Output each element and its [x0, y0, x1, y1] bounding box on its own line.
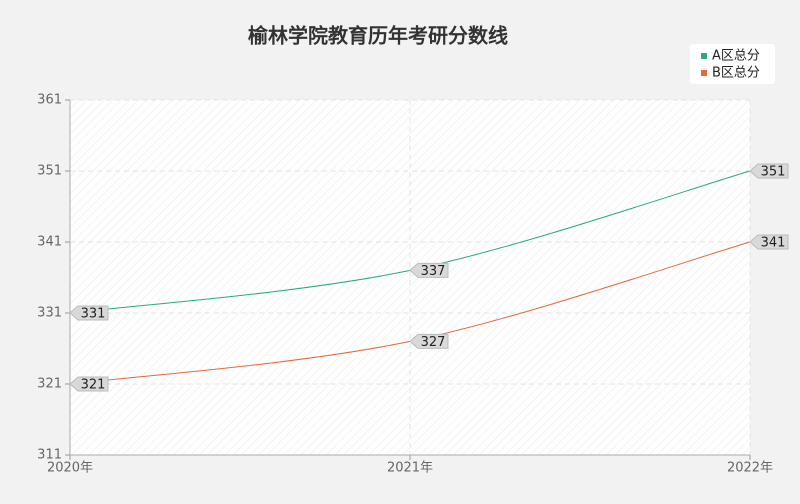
y-tick-label: 331 — [37, 306, 62, 321]
value-tag — [749, 234, 789, 250]
x-tick-label: 2020年 — [47, 461, 93, 476]
value-label: 331 — [81, 307, 106, 322]
legend-box — [690, 44, 775, 84]
y-tick-label: 321 — [37, 377, 62, 392]
value-tag — [409, 333, 449, 349]
legend-label: A区总分 — [712, 49, 760, 64]
y-tick-label: 351 — [37, 164, 62, 179]
value-tag — [749, 163, 789, 179]
x-tick-label: 2022年 — [727, 461, 773, 476]
value-label: 327 — [421, 335, 446, 350]
y-tick-label: 341 — [37, 235, 62, 250]
value-tag — [69, 376, 109, 392]
value-label: 321 — [81, 378, 106, 393]
legend-swatch — [701, 70, 707, 76]
y-tick-label: 311 — [37, 448, 62, 463]
value-label: 341 — [761, 236, 786, 251]
legend-swatch — [701, 53, 707, 59]
x-tick-label: 2021年 — [387, 461, 433, 476]
legend-label: B区总分 — [712, 66, 760, 81]
value-tag — [69, 305, 109, 321]
y-tick-label: 361 — [37, 93, 62, 108]
value-label: 351 — [761, 165, 786, 180]
chart-title: 榆林学院教育历年考研分数线 — [248, 24, 508, 48]
value-label: 337 — [421, 264, 446, 279]
value-tag — [409, 262, 449, 278]
